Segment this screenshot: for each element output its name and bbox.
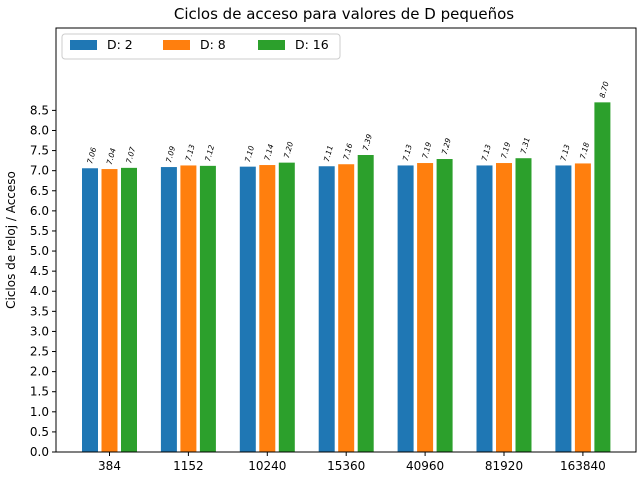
bar-d-16-81920 xyxy=(515,158,532,452)
bar-value-label: 7.39 xyxy=(361,133,374,152)
bar-d-16-10240 xyxy=(278,162,295,452)
bar-d-16-40960 xyxy=(436,159,453,452)
x-tick-label: 1152 xyxy=(173,459,204,473)
bar-value-label: 7.13 xyxy=(480,143,493,162)
bar-d-2-384 xyxy=(82,168,98,453)
bar-value-label: 7.09 xyxy=(164,145,177,164)
bar-labels-layer: 7.06 7.04 7.07 7.09 7.13 7.12 7.10 7.14 7.20 7.11… xyxy=(85,80,610,165)
bar-value-label: 7.13 xyxy=(559,143,572,162)
legend: D: 2 D: 8 D: 16 xyxy=(61,33,341,60)
y-axis-label: Ciclos de reloj / Acceso xyxy=(4,171,18,309)
y-tick-label: 3.5 xyxy=(30,304,49,318)
bar-d-16-1152 xyxy=(199,165,216,453)
bar-d-2-40960 xyxy=(397,165,414,452)
bar-value-label: 7.07 xyxy=(124,146,137,165)
y-tick-label: 7.5 xyxy=(30,144,49,158)
y-tick-label: 7.0 xyxy=(30,164,49,178)
bar-d-16-15360 xyxy=(357,154,374,452)
bar-value-label: 7.13 xyxy=(184,143,197,162)
bar-value-label: 7.19 xyxy=(499,141,512,160)
bar-value-label: 8.70 xyxy=(598,80,611,99)
y-tick-label: 8.0 xyxy=(30,123,49,137)
y-tick-label: 3.0 xyxy=(30,324,49,338)
bar-value-label: 7.12 xyxy=(203,144,216,163)
y-tick-label: 2.0 xyxy=(30,365,49,379)
bar-value-label: 7.14 xyxy=(263,143,276,162)
bar-d-8-15360 xyxy=(338,164,355,452)
bar-value-label: 7.18 xyxy=(578,141,591,160)
bars-layer xyxy=(82,102,611,453)
y-tick-label: 5.0 xyxy=(30,244,49,258)
y-axis: 0.0 0.5 1.0 1.5 2.0 2.5 3.0 3.5 4.0 4.5 5.0 5.5 6.0 6… xyxy=(30,103,56,459)
bar-d-8-10240 xyxy=(259,165,276,452)
bar-d-2-15360 xyxy=(318,166,335,452)
bar-d-8-1152 xyxy=(180,165,197,452)
bar-d-2-10240 xyxy=(239,166,256,452)
legend-swatch xyxy=(70,40,97,50)
legend-swatch xyxy=(258,40,285,50)
x-tick-label: 40960 xyxy=(406,459,444,473)
bar-value-label: 7.11 xyxy=(322,144,335,162)
y-tick-label: 4.5 xyxy=(30,264,49,278)
legend-entry: D: 2 xyxy=(107,37,133,52)
plot-frame xyxy=(55,27,637,453)
bar-d-16-163840 xyxy=(594,102,611,452)
x-axis: 384 1152 10240 15360 40960 81920 163840 xyxy=(98,452,606,473)
bar-d-8-384 xyxy=(101,169,118,452)
bar-value-label: 7.13 xyxy=(401,143,414,162)
legend-entry: D: 16 xyxy=(295,37,329,52)
y-tick-label: 5.5 xyxy=(30,224,49,238)
bar-value-label: 7.20 xyxy=(282,140,295,159)
x-tick-label: 81920 xyxy=(485,459,523,473)
y-tick-label: 2.5 xyxy=(30,345,49,359)
y-tick-label: 6.0 xyxy=(30,204,49,218)
bar-value-label: 7.29 xyxy=(440,137,453,156)
bar-value-label: 7.06 xyxy=(85,146,98,165)
bar-d-8-40960 xyxy=(417,163,434,452)
x-tick-label: 163840 xyxy=(560,459,606,473)
legend-swatch xyxy=(163,40,190,50)
y-tick-label: 0.5 xyxy=(30,425,49,439)
bar-value-label: 7.04 xyxy=(105,147,118,166)
y-tick-label: 1.5 xyxy=(30,385,49,399)
y-tick-label: 6.5 xyxy=(30,184,49,198)
y-tick-label: 4.0 xyxy=(30,284,49,298)
bar-d-16-384 xyxy=(121,167,137,452)
bar-d-2-1152 xyxy=(160,167,177,453)
y-tick-label: 1.0 xyxy=(30,405,49,419)
bar-value-label: 7.16 xyxy=(341,142,354,161)
y-tick-label: 8.5 xyxy=(30,103,49,117)
legend-entry: D: 8 xyxy=(200,37,226,52)
chart-title: Ciclos de acceso para valores de D peque… xyxy=(174,5,514,23)
y-tick-label: 0.0 xyxy=(30,445,49,459)
bar-value-label: 7.10 xyxy=(243,144,256,163)
bar-d-2-81920 xyxy=(476,165,493,452)
bar-d-8-163840 xyxy=(574,163,591,453)
bar-value-label: 7.19 xyxy=(420,141,433,160)
x-tick-label: 10240 xyxy=(248,459,286,473)
x-tick-label: 15360 xyxy=(327,459,365,473)
bar-value-label: 7.31 xyxy=(519,136,532,154)
bar-d-2-163840 xyxy=(555,165,572,452)
bar-d-8-81920 xyxy=(496,163,512,452)
x-tick-label: 384 xyxy=(98,459,121,473)
